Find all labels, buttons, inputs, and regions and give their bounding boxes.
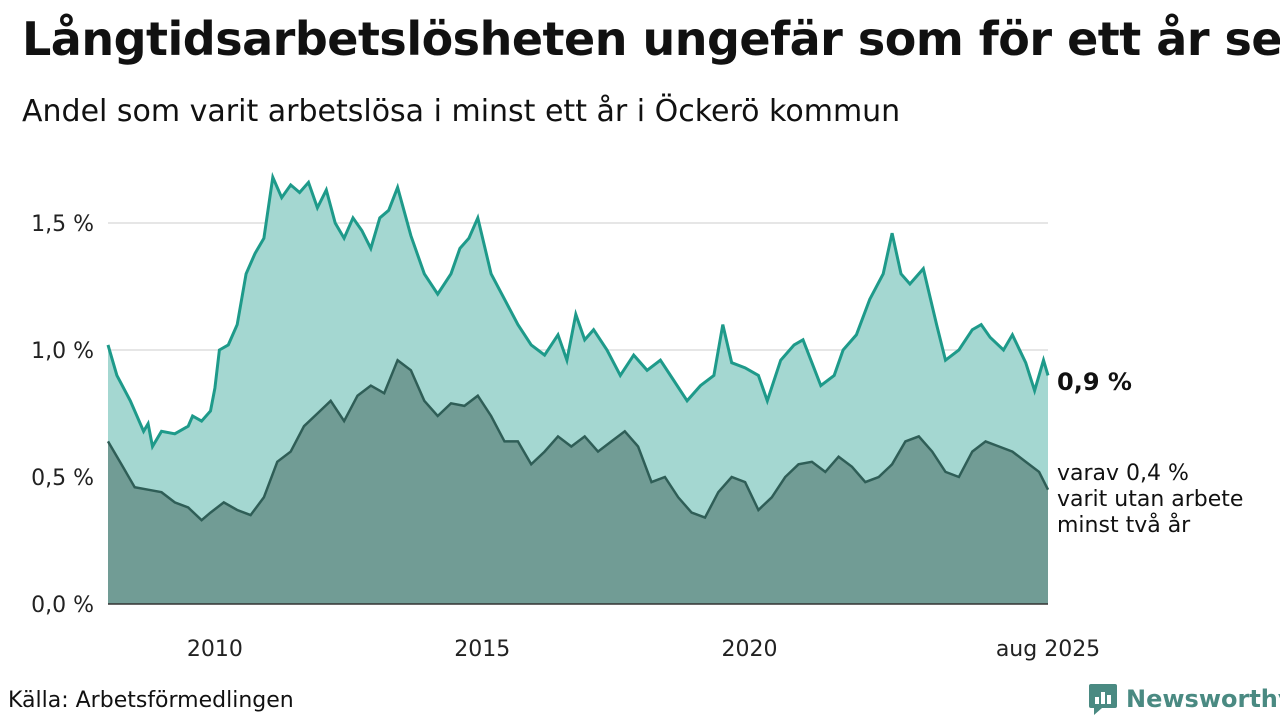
newsworthy-logo-icon	[1089, 684, 1117, 715]
x-tick-label-1: 2015	[454, 637, 510, 662]
area-chart: 0,0 % 0,5 % 1,0 % 1,5 % 2010 2015 2020 aug 202…	[31, 171, 1243, 662]
long-term-label-line-3: minst två år	[1057, 512, 1191, 538]
x-tick-label-2: 2020	[722, 637, 778, 662]
y-tick-label-0: 0,0 %	[31, 593, 94, 618]
y-tick-label-2: 1,0 %	[31, 339, 94, 364]
total-value-label: 0,9 %	[1057, 368, 1132, 396]
x-axis: 2010 2015 2020 aug 2025	[187, 637, 1100, 662]
brand-logo: Newsworthy	[1088, 682, 1280, 716]
y-tick-label-3: 1,5 %	[31, 212, 94, 237]
x-tick-label-0: 2010	[187, 637, 243, 662]
source-note: Källa: Arbetsförmedlingen	[8, 688, 294, 713]
y-tick-label-1: 0,5 %	[31, 466, 94, 491]
x-tick-label-3: aug 2025	[996, 637, 1100, 662]
long-term-label-line-2: varit utan arbete	[1057, 487, 1243, 512]
long-term-line	[106, 358, 1050, 522]
chart-title: Långtidsarbetslösheten ungefär som för e…	[22, 12, 1280, 66]
y-axis: 0,0 % 0,5 % 1,0 % 1,5 %	[31, 212, 94, 618]
brand-name: Newsworthy	[1126, 685, 1280, 713]
chart-subtitle: Andel som varit arbetslösa i minst ett å…	[22, 94, 901, 129]
total-line	[106, 171, 1050, 451]
long-term-label-line-1: varav 0,4 %	[1057, 461, 1189, 486]
